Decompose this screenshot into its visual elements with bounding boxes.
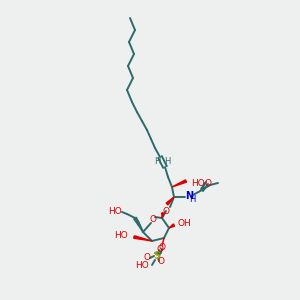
Text: HO: HO	[108, 206, 122, 215]
Polygon shape	[134, 236, 152, 241]
Text: O: O	[158, 244, 166, 253]
Polygon shape	[172, 180, 187, 187]
Text: HO: HO	[135, 262, 149, 271]
Text: H: H	[164, 158, 170, 166]
Text: O: O	[163, 206, 170, 215]
Polygon shape	[134, 217, 143, 232]
Text: O: O	[143, 254, 151, 262]
Text: HO: HO	[191, 178, 205, 188]
Text: OH: OH	[177, 218, 191, 227]
Polygon shape	[169, 224, 175, 228]
Text: H: H	[154, 158, 160, 166]
Text: O: O	[205, 178, 212, 188]
Text: O: O	[158, 257, 164, 266]
Text: O: O	[149, 215, 157, 224]
Text: H: H	[189, 196, 195, 205]
Polygon shape	[166, 197, 174, 205]
Text: O: O	[157, 244, 164, 253]
Text: N: N	[185, 191, 193, 201]
Text: S: S	[153, 251, 161, 261]
Text: HO: HO	[114, 232, 128, 241]
Polygon shape	[162, 213, 164, 218]
